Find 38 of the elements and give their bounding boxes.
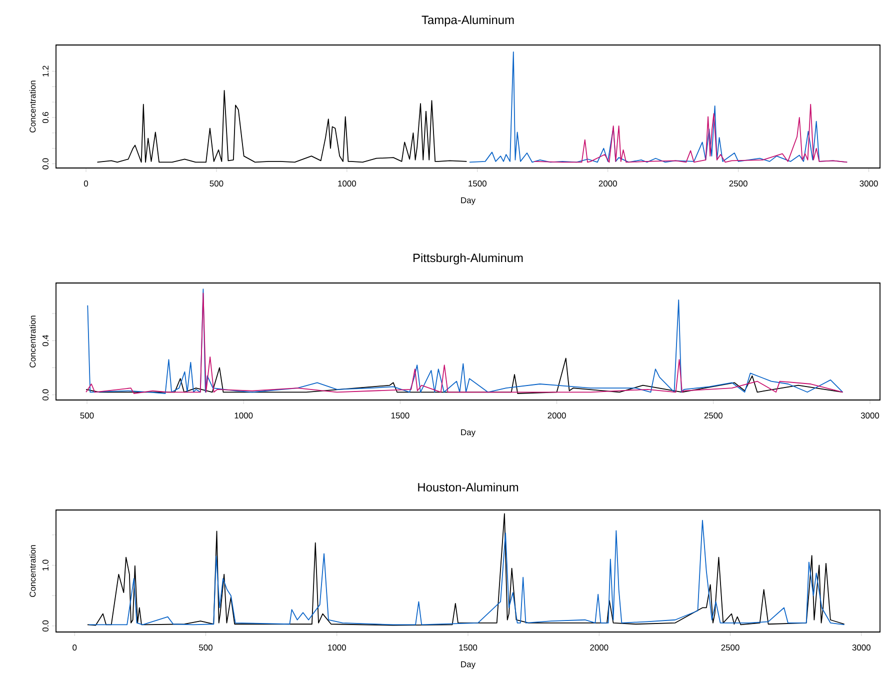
x-tick-label: 2500	[704, 412, 722, 419]
x-tick-label: 2000	[548, 412, 566, 419]
chart-title: Houston-Aluminum	[418, 482, 518, 492]
y-tick-label: 0.0	[42, 620, 48, 632]
y-tick-label: 0.4	[42, 334, 48, 346]
y-axis-title: Concentration	[29, 80, 36, 132]
x-tick-label: 1500	[459, 644, 478, 651]
x-tick-label: 500	[199, 644, 212, 651]
chart-title: Tampa-Aluminum	[422, 15, 514, 27]
x-tick-label: 500	[210, 180, 224, 187]
x-tick-label: 0	[84, 180, 88, 187]
x-tick-label: 500	[80, 412, 94, 419]
x-tick-label: 1000	[338, 180, 356, 187]
y-tick-label: 1.0	[42, 560, 48, 570]
x-tick-label: 1500	[391, 412, 410, 419]
x-tick-label: 1000	[328, 644, 346, 651]
x-tick-label: 2000	[590, 644, 608, 651]
line-series	[534, 104, 848, 163]
chart-title: Pittsburgh-Aluminum	[414, 253, 523, 265]
x-tick-label: 3000	[860, 180, 878, 187]
y-axis-title: Concentration	[29, 316, 36, 368]
x-tick-label: 3000	[852, 644, 870, 651]
y-tick-label: 0.0	[42, 158, 48, 170]
y-tick-label: 0.6	[42, 112, 48, 124]
x-axis-title: Day	[461, 429, 476, 437]
x-axis-title: Day	[461, 661, 476, 669]
x-tick-label: 2000	[598, 180, 617, 187]
x-tick-label: 3000	[860, 412, 880, 419]
x-tick-label: 2500	[721, 644, 740, 651]
y-axis-title: Concentration	[29, 545, 36, 597]
y-tick-label: 1.2	[42, 66, 48, 76]
y-tick-label: 0.0	[42, 389, 48, 400]
x-tick-label: 1500	[468, 180, 486, 187]
x-tick-label: 0	[72, 644, 77, 651]
x-tick-label: 2500	[729, 180, 748, 187]
x-axis-title: Day	[461, 197, 476, 205]
line-series	[96, 90, 468, 163]
x-tick-label: 1000	[234, 412, 253, 419]
